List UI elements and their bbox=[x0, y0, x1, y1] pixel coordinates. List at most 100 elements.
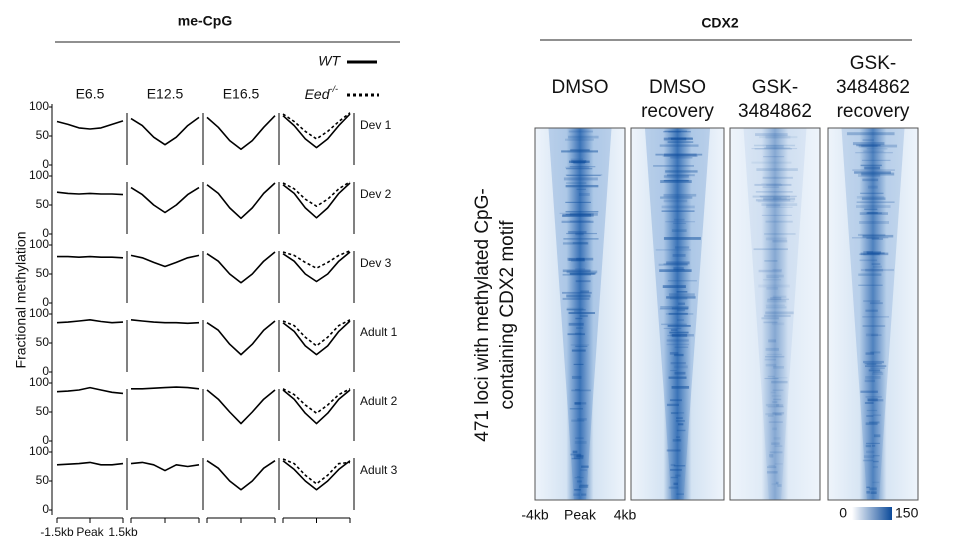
heatmap-streak bbox=[676, 436, 681, 438]
heatmap-streak bbox=[764, 260, 778, 262]
heatmap-streak bbox=[665, 313, 694, 315]
heatmap-streak bbox=[580, 484, 589, 486]
heatmap-streak bbox=[765, 403, 780, 407]
heatmap-streak bbox=[566, 232, 597, 235]
heatmap-streak bbox=[773, 437, 781, 440]
curve bbox=[282, 251, 351, 283]
heatmap-streak bbox=[870, 351, 881, 354]
colorbar-label: 150 bbox=[895, 505, 919, 521]
heatmap-streak bbox=[653, 165, 694, 167]
heatmap-streak bbox=[774, 463, 783, 465]
y-tick-label: 0 bbox=[42, 157, 49, 171]
heatmap-streak bbox=[574, 455, 581, 458]
heatmap-streak bbox=[663, 327, 682, 330]
curve bbox=[206, 389, 276, 425]
curve bbox=[130, 319, 200, 325]
heatmap-streak bbox=[773, 197, 787, 200]
curve bbox=[206, 460, 276, 491]
heatmap-streak bbox=[571, 457, 581, 460]
heatmap-streak bbox=[666, 343, 690, 346]
curve-eed bbox=[282, 250, 351, 269]
heatmap-streak bbox=[568, 258, 585, 261]
legend-label: WT bbox=[318, 53, 341, 69]
heatmap-streak bbox=[663, 263, 688, 265]
heatmap-streak bbox=[570, 453, 581, 456]
heatmap-streak bbox=[575, 280, 591, 283]
heatmap-streak bbox=[568, 135, 599, 139]
heatmap-streak bbox=[562, 291, 592, 294]
legend-label: Eed bbox=[305, 86, 331, 102]
heatmap-streak bbox=[860, 390, 878, 393]
heatmap-streak bbox=[771, 483, 778, 486]
x-tick-label: Peak bbox=[76, 525, 104, 539]
heatmap-streak bbox=[758, 284, 790, 288]
curve bbox=[56, 191, 124, 196]
heatmap-streak bbox=[858, 273, 882, 276]
heatmap-streak bbox=[667, 324, 691, 327]
heatmap-streak bbox=[576, 257, 594, 261]
x-tick-label: -1.5kb bbox=[40, 525, 74, 539]
heatmap-streak bbox=[766, 206, 793, 208]
heatmap-streak bbox=[755, 199, 791, 202]
heatmap-streak bbox=[665, 170, 698, 173]
y-tick-label: 0 bbox=[42, 433, 49, 447]
heatmap-streak bbox=[563, 238, 599, 240]
heatmap-streak bbox=[872, 481, 880, 484]
column-header: DMSO bbox=[649, 77, 706, 98]
heatmap-streak bbox=[668, 376, 687, 379]
heatmap-streak bbox=[668, 486, 679, 489]
heatmap-streak bbox=[571, 389, 591, 392]
heatmap-streak bbox=[757, 200, 795, 203]
heatmap-streak bbox=[581, 493, 587, 496]
heatmap-streak bbox=[569, 272, 597, 275]
curve bbox=[282, 182, 351, 219]
heatmap-streak bbox=[846, 132, 895, 136]
curve bbox=[282, 113, 351, 149]
heatmap-streak bbox=[573, 454, 582, 457]
heatmap-streak bbox=[566, 308, 586, 311]
y-tick-label: 100 bbox=[29, 168, 49, 182]
heatmap-streak bbox=[573, 456, 584, 460]
heatmap-streak bbox=[655, 249, 692, 251]
heatmap-streak bbox=[870, 367, 885, 369]
heatmap-streak bbox=[670, 156, 693, 159]
heatmap-streak bbox=[674, 353, 684, 357]
heatmap-streak bbox=[568, 130, 593, 133]
curve bbox=[206, 182, 276, 220]
heatmap-streak bbox=[672, 254, 686, 257]
heatmap-streak bbox=[569, 220, 591, 223]
heatmap-streak bbox=[873, 414, 882, 417]
heatmap-streak bbox=[666, 261, 690, 265]
colorbar bbox=[852, 507, 892, 520]
row-label: Adult 3 bbox=[360, 463, 398, 477]
heatmap-streak bbox=[764, 147, 791, 149]
heatmap-streak bbox=[667, 141, 694, 143]
heatmap-streak bbox=[767, 466, 777, 469]
heatmap-streak bbox=[865, 352, 875, 355]
row-label: Dev 3 bbox=[360, 256, 392, 270]
heatmap-streak bbox=[872, 466, 879, 469]
heatmap-streak bbox=[663, 193, 697, 197]
heatmap-streak bbox=[873, 434, 881, 438]
column-header: GSK- bbox=[850, 53, 896, 74]
heatmap-streak bbox=[857, 233, 886, 237]
heatmap-streak bbox=[768, 339, 777, 343]
heatmap-streak bbox=[570, 158, 584, 161]
heatmap-streak bbox=[663, 199, 688, 203]
heatmap-streak bbox=[867, 212, 878, 214]
heatmap-streak bbox=[670, 412, 685, 414]
heatmap-streak bbox=[669, 297, 688, 300]
heatmap-streak bbox=[864, 363, 882, 365]
heatmap-streak bbox=[765, 220, 793, 223]
heatmap-streak bbox=[767, 414, 774, 417]
y-tick-label: 0 bbox=[42, 364, 49, 378]
heatmap-streak bbox=[773, 366, 784, 369]
heatmap-streak bbox=[767, 298, 790, 301]
heatmap-streak bbox=[677, 309, 685, 312]
heatmap-streak bbox=[851, 237, 889, 239]
curve bbox=[130, 254, 200, 268]
curve bbox=[56, 319, 124, 324]
heatmap-streak bbox=[575, 317, 583, 320]
heatmap-streak bbox=[854, 171, 891, 174]
heatmap-streak bbox=[571, 375, 582, 379]
